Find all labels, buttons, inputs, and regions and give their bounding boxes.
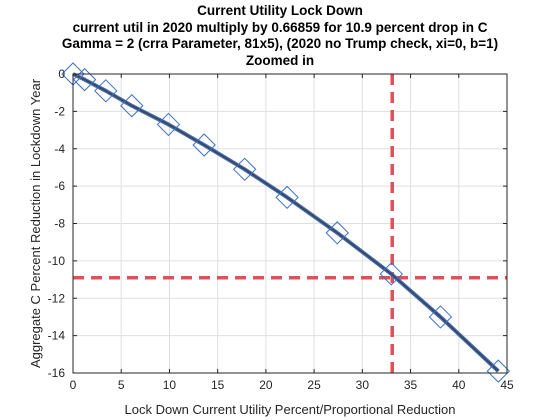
data-point-diamond — [275, 185, 299, 210]
x-tick-labels: 0 5 10 15 20 25 30 35 40 45 — [70, 378, 514, 392]
tick-marks — [72, 73, 508, 374]
x-axis-label: Lock Down Current Utility Percent/Propor… — [125, 402, 456, 417]
data-point-diamond — [428, 305, 453, 329]
x-tick-label: 40 — [452, 378, 466, 392]
y-tick-label: -6 — [54, 179, 65, 193]
y-tick-label: 0 — [58, 67, 65, 81]
x-tick-label: 15 — [211, 378, 225, 392]
x-tick-label: 30 — [356, 378, 370, 392]
data-point-diamond — [325, 221, 349, 245]
reference-lines — [73, 74, 507, 373]
series-line-thin — [72, 73, 499, 372]
data-point-diamond — [72, 67, 97, 92]
series-line-thick — [72, 72, 500, 373]
y-tick-label: -14 — [48, 329, 66, 343]
data-point-diamond — [94, 79, 118, 103]
y-tick-label: -8 — [54, 217, 65, 231]
chart-title-block: Current Utility Lock Down current util i… — [0, 3, 560, 69]
chart-title-line-2: current util in 2020 multiply by 0.66859… — [72, 19, 488, 35]
y-tick-label: -12 — [48, 291, 66, 305]
data-point-diamond — [486, 359, 511, 383]
chart-title-line-1: Current Utility Lock Down — [197, 3, 363, 18]
data-point-diamond — [156, 112, 181, 137]
data-point-diamond — [120, 94, 144, 118]
y-tick-labels: 0 -2 -4 -6 -8 -10 -12 -14 -16 — [48, 67, 66, 380]
y-tick-label: -16 — [48, 366, 66, 380]
x-tick-label: 25 — [307, 378, 321, 392]
y-axis-label: Aggregate C Percent Reduction in Lockdow… — [28, 78, 43, 368]
y-tick-label: -10 — [48, 254, 66, 268]
marker-layer — [61, 62, 511, 383]
data-point-diamond — [379, 262, 403, 286]
x-tick-label: 45 — [500, 378, 514, 392]
y-tick-label: -4 — [54, 142, 65, 156]
x-tick-label: 5 — [118, 378, 125, 392]
data-point-diamond — [192, 133, 216, 157]
x-tick-label: 10 — [163, 378, 177, 392]
data-point-diamond — [232, 157, 257, 182]
chart-title-line-3: Gamma = 2 (crra Parameter, 81x5), (2020 … — [61, 36, 499, 51]
x-tick-label: 0 — [70, 378, 77, 392]
grid-lines — [72, 73, 508, 374]
chart-title-line-4: Zoomed in — [245, 52, 315, 68]
x-tick-label: 20 — [259, 378, 273, 392]
x-tick-label: 35 — [404, 378, 418, 392]
y-tick-label: -2 — [54, 104, 65, 118]
series-layer — [72, 72, 500, 373]
